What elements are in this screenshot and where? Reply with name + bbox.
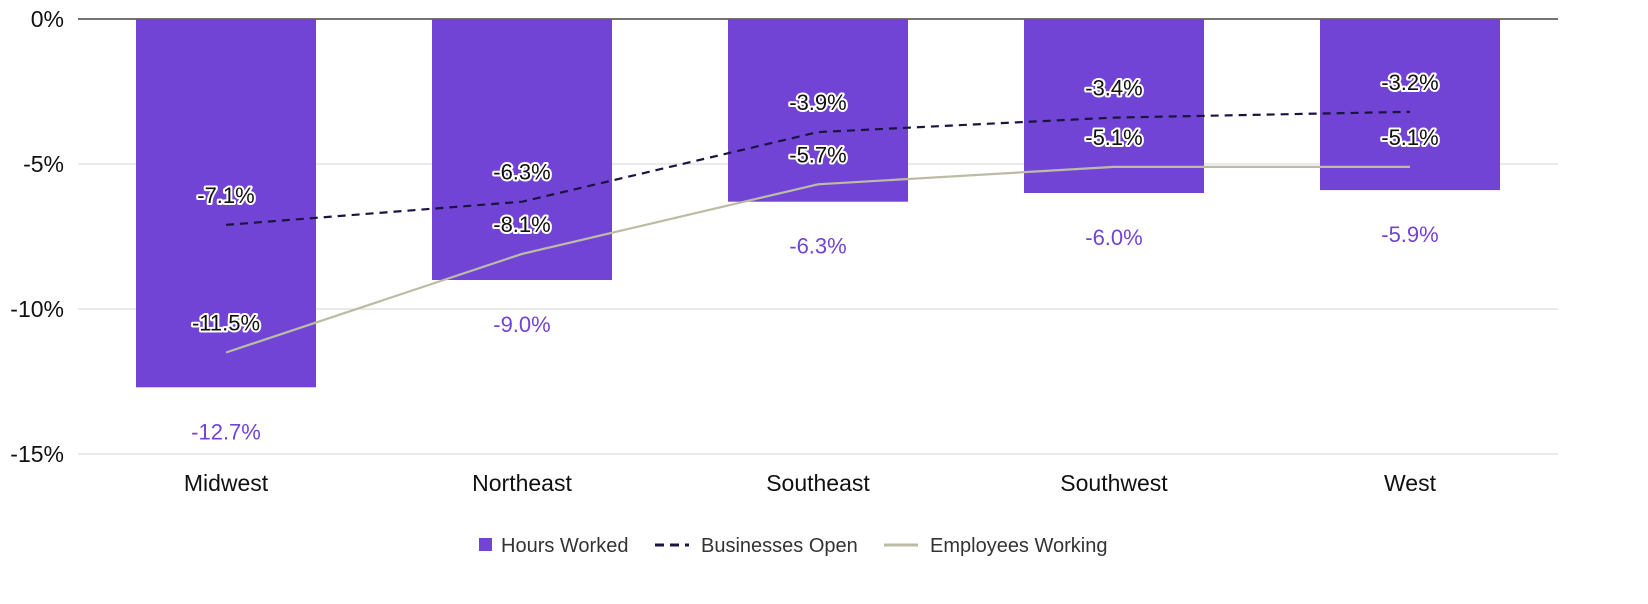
bars-layer [136,19,1500,388]
y-tick-label: -10% [10,296,64,322]
legend-swatch-hours-worked [479,538,492,551]
legend-label: Employees Working [930,535,1107,557]
x-category-label: Northeast [472,470,572,496]
y-tick-label: -5% [23,151,64,177]
bar-hours-worked [1024,19,1204,193]
bar-value-label: -5.9% [1381,222,1438,247]
bar-hours-worked [728,19,908,202]
legend-label: Hours Worked [501,535,628,557]
businesses-open-value-label: -6.3% [493,160,550,185]
line-businesses-open [225,110,1411,226]
x-category-label: Southeast [766,470,870,496]
employees-working-value-label: -5.1% [1085,125,1142,150]
employees-working-value-label: -5.7% [789,142,846,167]
legend-label: Businesses Open [701,535,858,557]
axis-layer: 0% -5% -10% -15% Midwest Northeast Southeast So… [10,6,1436,496]
bar-hours-worked [432,19,612,280]
bar-value-label: -6.3% [789,234,846,259]
line-employees-working [225,165,1410,354]
bar-hours-worked [1320,19,1500,191]
labels-layer: -12.7% -9.0% -6.3% -6.0% -5.9% -11.5% -8.1% -5.… [190,68,1441,444]
bar-value-label: -9.0% [493,312,550,337]
bar-hours-worked [136,19,316,388]
x-category-label: Southwest [1060,470,1168,496]
businesses-open-value-label: -7.1% [197,183,254,208]
y-tick-label: 0% [31,6,64,32]
businesses-open-value-label: -3.9% [789,90,846,115]
businesses-open-value-label: -3.4% [1085,76,1142,101]
employees-working-value-label: -11.5% [192,311,260,336]
bar-value-label: -6.0% [1085,225,1142,250]
x-category-label: Midwest [184,470,269,496]
businesses-open-value-label: -3.2% [1381,70,1438,95]
x-category-label: West [1384,470,1437,496]
employees-working-value-label: -5.1% [1381,125,1438,150]
lines-layer [225,110,1411,354]
bar-value-label: -12.7% [191,419,261,444]
legend-layer: Hours Worked Businesses Open Employees Wor… [479,535,1107,557]
y-tick-label: -15% [10,441,64,467]
employees-working-value-label: -8.1% [493,212,550,237]
